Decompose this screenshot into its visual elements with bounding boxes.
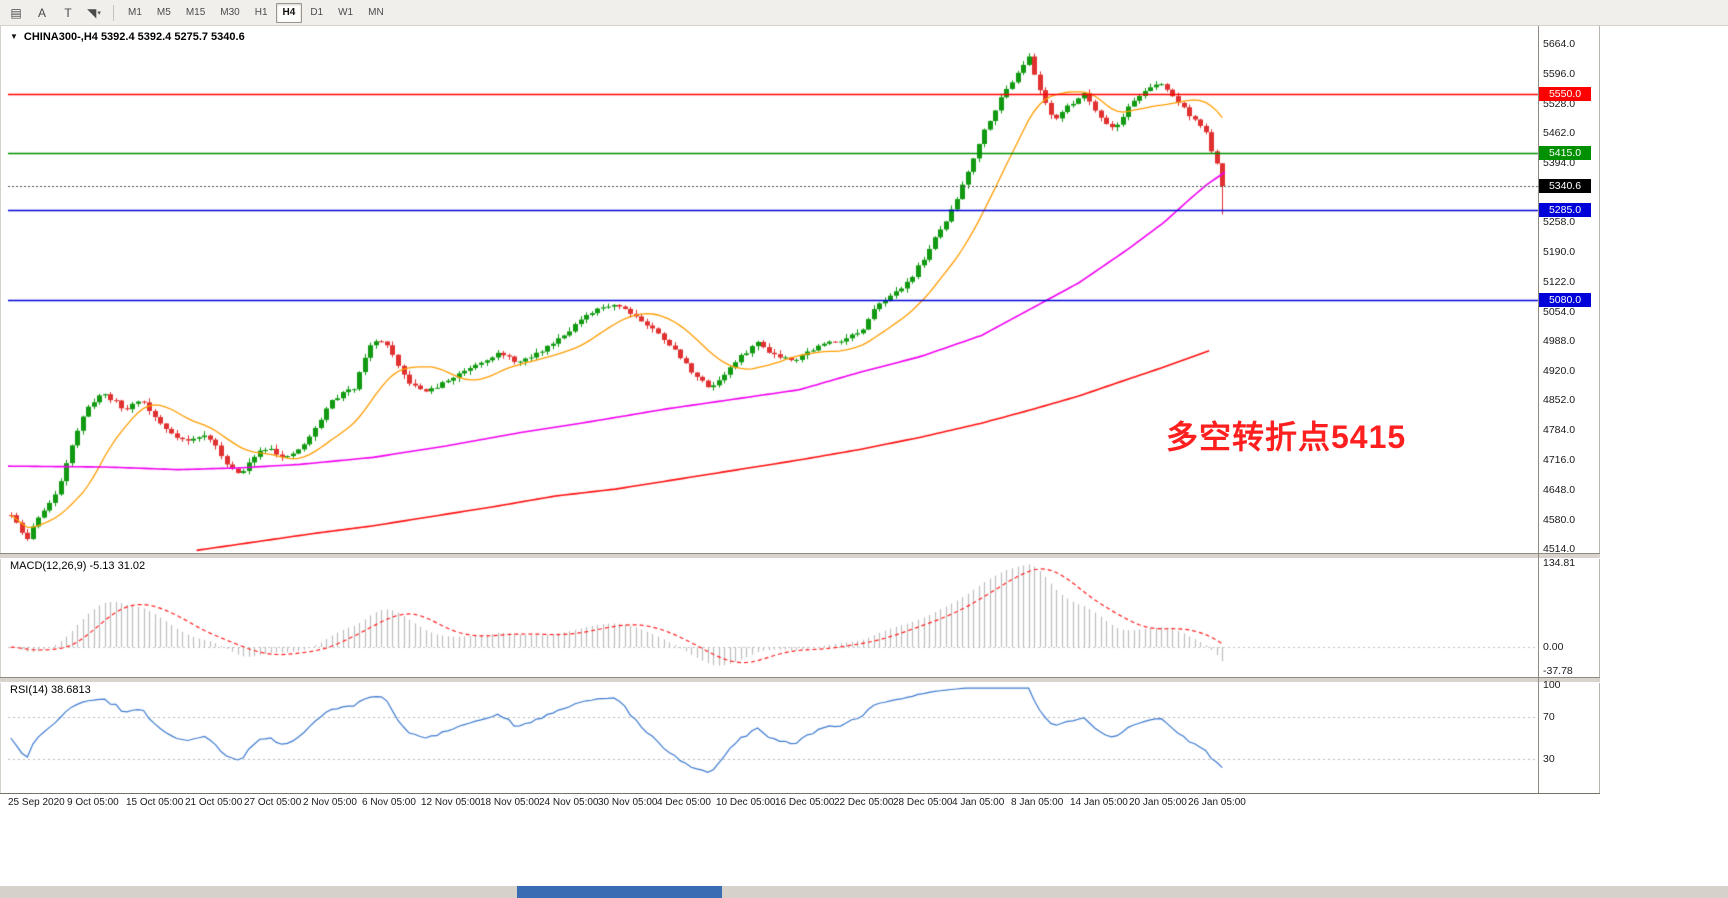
time-axis-label: 25 Sep 2020	[8, 797, 65, 808]
time-axis-label: 4 Dec 05:00	[657, 797, 711, 808]
price-axis-label: 5190.0	[1543, 246, 1576, 259]
price-axis-label: 4920.0	[1543, 364, 1576, 377]
macd-axis-label: 134.81	[1543, 557, 1576, 570]
price-axis-divider	[1538, 26, 1539, 793]
time-axis-label: 14 Jan 05:00	[1070, 797, 1128, 808]
hline-price-badge: 5080.0	[1539, 293, 1591, 308]
bottom-bar	[0, 886, 1728, 898]
time-axis[interactable]: 25 Sep 2020 9 Oct 05:00 15 Oct 05:00 21 Oct…	[0, 793, 1600, 812]
time-axis-label: 10 Dec 05:00	[716, 797, 776, 808]
macd-indicator-label: MACD(12,26,9) -5.13 31.02	[10, 560, 146, 572]
hline-price-badge: 5415.0	[1539, 146, 1591, 161]
chart-annotation-text: 多空转折点5415	[1166, 419, 1407, 455]
time-axis-label: 8 Jan 05:00	[1011, 797, 1064, 808]
current-price-badge: 5340.6	[1539, 179, 1591, 193]
price-axis[interactable]: 5664.0 5596.0 5528.0 5462.0 5394.0 5258.0 5190…	[1538, 26, 1600, 793]
panel-splitter-macd[interactable]	[0, 553, 1600, 559]
time-axis-label: 22 Dec 05:00	[834, 797, 894, 808]
time-axis-label: 30 Nov 05:00	[598, 797, 658, 808]
rsi-axis-label: 30	[1543, 753, 1555, 766]
timeframe-button-h4[interactable]: H4	[275, 2, 303, 23]
time-axis-label: 18 Nov 05:00	[480, 797, 540, 808]
time-axis-label: 6 Nov 05:00	[362, 797, 416, 808]
price-axis-label: 4648.0	[1543, 483, 1576, 496]
time-axis-label: 21 Oct 05:00	[185, 797, 243, 808]
timeframe-button-w1[interactable]: W1	[338, 7, 354, 18]
top-toolbar: ▤ A T ◥ ▾ M1 M5 M15 M30 H1 H4 D1 W1 MN	[0, 0, 1728, 26]
timeframe-button-d1[interactable]: D1	[310, 7, 324, 18]
chevron-down-icon: ▾	[97, 9, 101, 17]
rsi-axis-label: 70	[1543, 710, 1555, 723]
drawing-tools-group: ▤ A T ◥ ▾	[4, 2, 106, 24]
hline-price-badge: 5285.0	[1539, 203, 1591, 218]
timeframe-button-m15[interactable]: M15	[185, 7, 206, 18]
panel-splitter-rsi[interactable]	[0, 677, 1600, 683]
timeframe-button-m30[interactable]: M30	[220, 7, 240, 18]
timeframe-button-m1[interactable]: M1	[128, 7, 142, 18]
price-axis-label: 5122.0	[1543, 275, 1576, 288]
timeframe-button-m5[interactable]: M5	[156, 7, 171, 18]
taskbar-button[interactable]	[517, 886, 722, 898]
chart-ohlc-header: ▼ CHINA300-,H4 5392.4 5392.4 5275.7 5340…	[10, 31, 245, 43]
price-axis-label: 4716.0	[1543, 454, 1576, 466]
price-axis-label: 4784.0	[1543, 424, 1576, 437]
time-axis-label: 20 Jan 05:00	[1129, 797, 1187, 808]
hline-price-badge: 5550.0	[1539, 87, 1591, 102]
timeframe-button-mn[interactable]: MN	[368, 7, 384, 18]
price-axis-label: 4852.0	[1543, 394, 1576, 407]
time-axis-label: 12 Nov 05:00	[421, 797, 481, 808]
chart-list-icon[interactable]: ▤	[10, 5, 22, 20]
price-axis-label: 5054.0	[1543, 305, 1576, 318]
price-axis-label: 5258.0	[1543, 216, 1576, 229]
timeframe-button-h1[interactable]: H1	[254, 7, 268, 18]
time-axis-label: 9 Oct 05:00	[67, 797, 119, 808]
chart-title-ohlc: CHINA300-,H4 5392.4 5392.4 5275.7 5340.6	[23, 31, 245, 43]
price-axis-label: 4988.0	[1543, 334, 1576, 347]
rsi-indicator-label: RSI(14) 38.6813	[10, 684, 91, 696]
time-axis-label: 16 Dec 05:00	[775, 797, 835, 808]
time-axis-label: 27 Oct 05:00	[244, 797, 302, 808]
price-axis-label: 5462.0	[1543, 126, 1576, 139]
time-axis-label: 4 Jan 05:00	[952, 797, 1005, 808]
price-axis-label: 5664.0	[1543, 38, 1576, 51]
price-axis-label: 4580.0	[1543, 513, 1576, 526]
time-axis-label: 26 Jan 05:00	[1188, 797, 1246, 808]
timeframe-buttons-group: M1 M5 M15 M30 H1 H4 D1 W1 MN	[121, 2, 391, 23]
arrow-tools-icon[interactable]: ◥ ▾	[87, 5, 101, 20]
macd-axis-label: 0.00	[1543, 641, 1564, 654]
time-axis-label: 24 Nov 05:00	[539, 797, 599, 808]
time-axis-label: 28 Dec 05:00	[893, 797, 953, 808]
macd-axis-label: -37.78	[1543, 664, 1573, 677]
time-axis-label: 15 Oct 05:00	[126, 797, 184, 808]
annotation-letter-icon[interactable]: A	[37, 5, 46, 20]
toolbar-separator	[113, 4, 114, 21]
chevron-down-icon[interactable]: ▼	[10, 32, 18, 41]
price-axis-label: 5596.0	[1543, 67, 1576, 80]
rsi-axis-label: 100	[1543, 679, 1561, 691]
time-axis-label: 2 Nov 05:00	[303, 797, 357, 808]
price-axis-label: 4514.0	[1543, 542, 1576, 555]
text-tool-icon[interactable]: T	[64, 5, 72, 20]
